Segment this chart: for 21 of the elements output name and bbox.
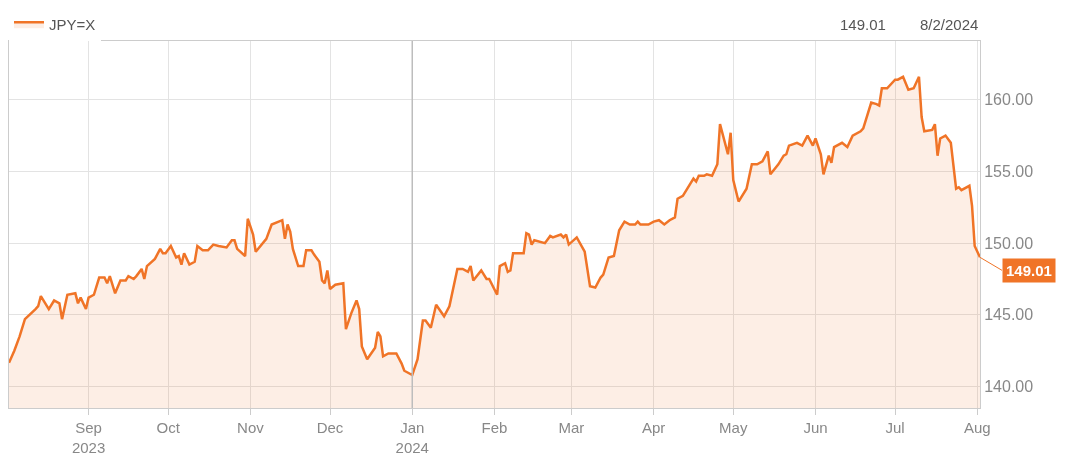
x-tick-label: Jan 2024 bbox=[395, 419, 429, 456]
y-tick-label: 145.00 bbox=[984, 306, 1034, 324]
y-tick-label: 155.00 bbox=[984, 163, 1034, 181]
x-tick-label: May bbox=[719, 419, 748, 436]
x-tick-label: Dec bbox=[316, 419, 344, 436]
x-tick-label: Sep 2023 bbox=[71, 419, 106, 456]
y-tick-label: 140.00 bbox=[984, 378, 1034, 396]
legend-label: JPY=X bbox=[49, 16, 96, 34]
x-tick-label: Jun bbox=[803, 419, 828, 436]
x-tick-label: Jul bbox=[885, 419, 905, 436]
text: 149.01 bbox=[840, 16, 886, 33]
x-tick-label: Aug bbox=[964, 419, 991, 436]
x-tick-label: Mar bbox=[558, 419, 585, 436]
y-tick-label: 160.00 bbox=[984, 91, 1034, 109]
x-tick-label: Feb bbox=[481, 419, 508, 436]
annotation: 149.01 bbox=[1006, 262, 1052, 279]
y-tick-label: 150.00 bbox=[984, 234, 1034, 252]
text: 8/2/2024 bbox=[920, 16, 979, 33]
x-tick-label: Apr bbox=[642, 419, 666, 436]
x-tick-label: Nov bbox=[237, 419, 265, 436]
x-tick-label: Oct bbox=[156, 419, 181, 436]
